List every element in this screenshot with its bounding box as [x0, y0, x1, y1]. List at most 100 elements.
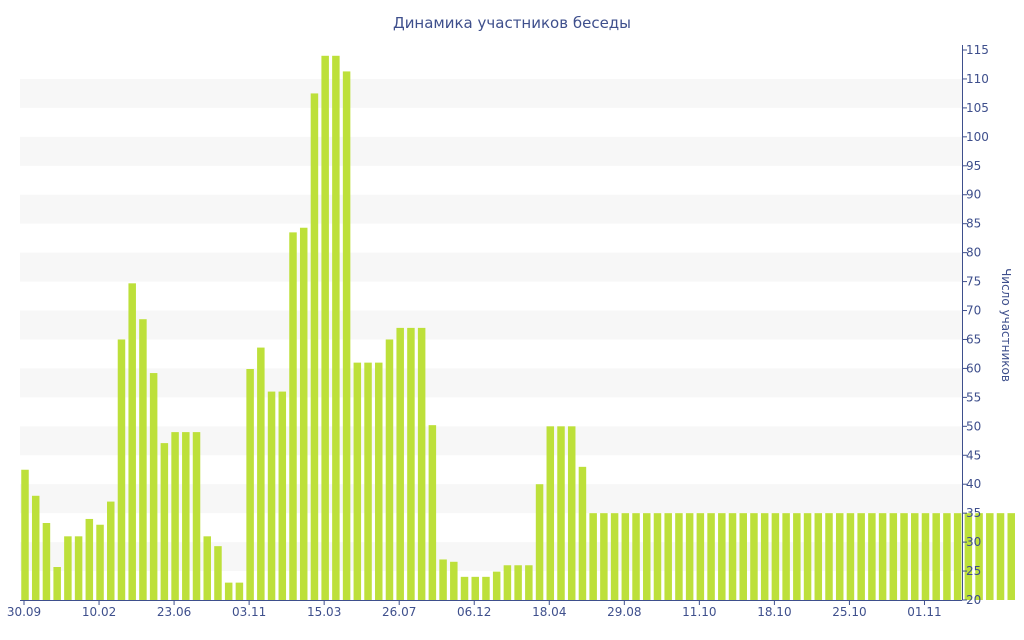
bar — [675, 513, 683, 600]
grid-band — [20, 310, 962, 340]
chart-title: Динамика участников беседы — [393, 14, 631, 32]
bar — [514, 565, 522, 600]
bar — [996, 513, 1005, 600]
bar — [64, 536, 72, 600]
y-tick-label: 50 — [966, 419, 981, 433]
bar — [718, 513, 726, 600]
bar — [117, 339, 126, 600]
bar — [192, 432, 201, 600]
y-tick-label: 75 — [966, 275, 981, 289]
bar — [1007, 513, 1015, 600]
grid-band — [20, 78, 962, 108]
bar — [203, 536, 211, 600]
bar — [31, 495, 40, 600]
bar — [707, 513, 715, 600]
y-tick-label: 30 — [966, 535, 981, 549]
bar — [643, 513, 651, 600]
bar — [525, 565, 533, 600]
bar — [385, 339, 394, 600]
x-tick-label: 29.08 — [607, 605, 641, 619]
bar — [964, 513, 973, 600]
bar — [632, 513, 640, 600]
x-tick-label: 06.12 — [457, 605, 491, 619]
grid-bands — [20, 78, 962, 572]
bar — [911, 513, 919, 600]
y-tick-label: 20 — [966, 593, 981, 607]
bar — [42, 523, 51, 600]
y-tick-label: 110 — [966, 72, 989, 86]
bar — [85, 518, 94, 600]
bar — [171, 432, 179, 600]
bar — [332, 55, 340, 601]
y-tick-label: 25 — [966, 564, 981, 578]
bar — [610, 513, 619, 600]
bar — [342, 71, 351, 601]
bar — [267, 391, 276, 600]
y-tick-label: 45 — [966, 448, 981, 462]
bar — [235, 582, 244, 600]
bar — [771, 513, 780, 600]
bar — [53, 567, 61, 600]
x-tick-label: 25.10 — [832, 605, 866, 619]
y-tick-label: 80 — [966, 246, 981, 260]
x-tick-label: 23.06 — [157, 605, 191, 619]
x-tick-label: 11.10 — [682, 605, 716, 619]
y-axis-label: Число участников — [999, 268, 1013, 382]
bar — [932, 513, 940, 600]
bar — [825, 513, 833, 600]
y-tick-label: 105 — [966, 101, 989, 115]
bar — [728, 513, 737, 600]
x-tick-label: 18.10 — [757, 605, 791, 619]
grid-band — [20, 252, 962, 282]
bar — [375, 362, 383, 600]
x-tick-label: 01.11 — [907, 605, 941, 619]
bar — [814, 513, 823, 600]
bar — [664, 513, 672, 600]
bar — [160, 443, 169, 600]
bar — [857, 513, 865, 600]
y-tick-label: 90 — [966, 188, 981, 202]
bar — [878, 513, 887, 600]
bar — [503, 565, 512, 600]
bar — [299, 227, 308, 601]
bar — [889, 513, 898, 600]
bar — [310, 93, 319, 601]
bar — [739, 513, 747, 600]
bar — [492, 571, 501, 600]
bar — [482, 576, 490, 600]
x-tick-label: 15.03 — [307, 605, 341, 619]
y-tick-label: 115 — [966, 43, 989, 57]
bar — [653, 513, 662, 600]
grid-band — [20, 194, 962, 224]
bar — [439, 559, 447, 600]
y-tick-label: 100 — [966, 130, 989, 144]
bar — [214, 546, 222, 600]
bar — [750, 513, 758, 600]
x-tick-label: 18.04 — [532, 605, 566, 619]
bar — [986, 513, 994, 600]
bar — [546, 426, 555, 600]
bar — [578, 466, 587, 600]
bar — [149, 373, 158, 600]
bar — [74, 536, 83, 600]
bar — [107, 501, 115, 600]
bar — [760, 513, 769, 600]
bar — [685, 513, 694, 600]
bar — [589, 513, 597, 600]
bar — [793, 513, 801, 600]
bar — [128, 283, 136, 600]
y-tick-label: 95 — [966, 159, 981, 173]
bar — [407, 327, 415, 600]
bar — [535, 484, 544, 600]
bar — [428, 425, 437, 600]
bar — [921, 513, 930, 600]
x-tick-label: 26.07 — [382, 605, 416, 619]
bar — [182, 432, 190, 600]
bar — [868, 513, 876, 600]
axes: 20 25 30 35 40 45 50 55 60 65 70 75 80 85 90 95 100 105 11… — [7, 43, 989, 619]
bar — [471, 576, 479, 600]
x-tick-label: 30.09 — [7, 605, 41, 619]
bar — [460, 576, 469, 600]
bar — [953, 513, 962, 600]
